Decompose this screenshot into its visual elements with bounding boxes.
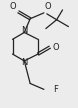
Text: N: N	[21, 58, 27, 67]
Text: O: O	[53, 43, 59, 52]
Text: O: O	[45, 2, 51, 11]
Text: O: O	[10, 2, 16, 11]
Text: N: N	[21, 26, 27, 35]
Text: F: F	[53, 85, 58, 94]
